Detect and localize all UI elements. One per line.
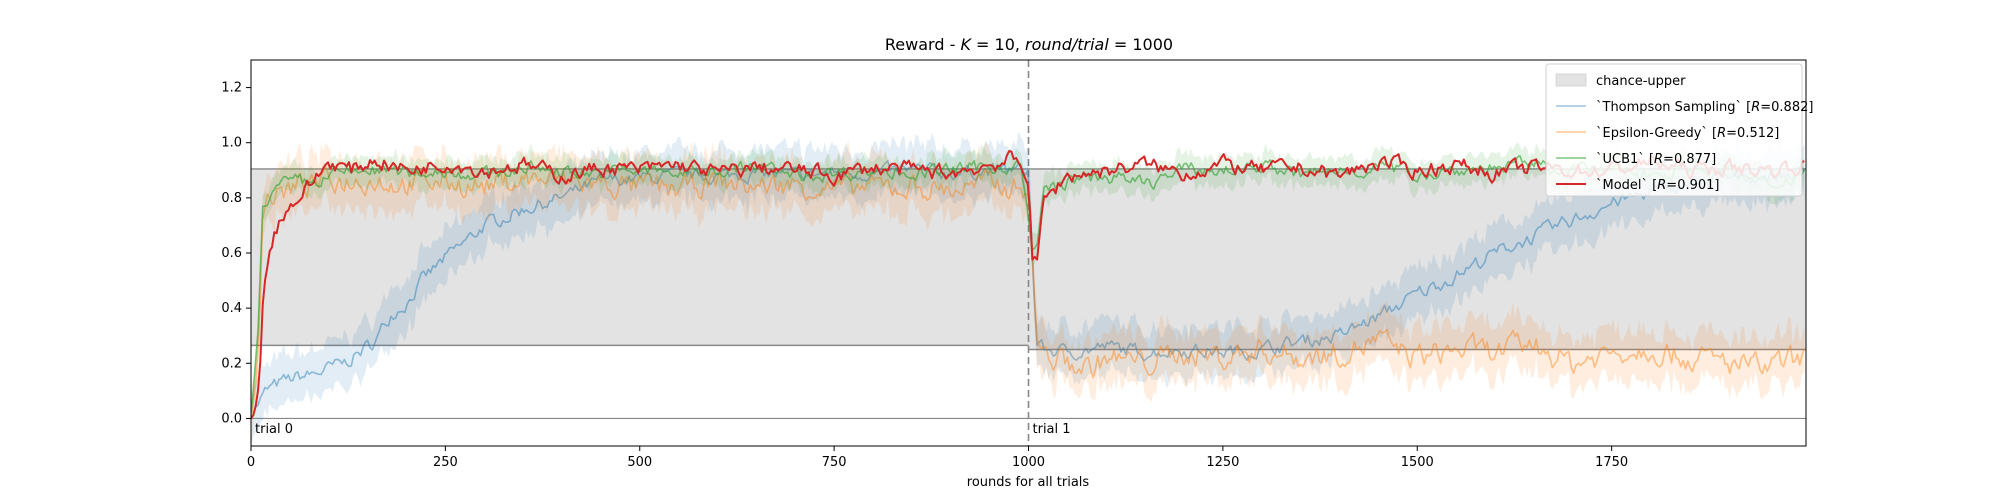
chance-band-segment [251, 168, 1029, 346]
x-tick-label: 1750 [1595, 455, 1628, 470]
legend-label-chance-upper: chance-upper [1596, 74, 1686, 89]
legend-swatch-chance-upper [1555, 73, 1587, 87]
x-axis: 0 250 500 750 1000 1250 1500 1750 [247, 446, 1628, 470]
y-tick-label: 0.2 [221, 356, 242, 371]
trial-label: trial 0 [255, 422, 293, 437]
chart-title: Reward - K = 10, round/trial = 1000 [885, 35, 1173, 54]
trial-label: trial 1 [1033, 422, 1071, 437]
x-axis-label: rounds for all trials [967, 475, 1090, 490]
x-tick-label: 750 [822, 455, 847, 470]
chance-band-segment [1028, 168, 1806, 350]
x-tick-label: 0 [247, 455, 255, 470]
trial-annotations: trial 0 trial 1 [255, 422, 1071, 437]
legend-label-series: `Epsilon-Greedy` [R=0.512] [1596, 126, 1779, 141]
y-tick-label: 1.2 [221, 81, 242, 96]
y-tick-label: 0.8 [221, 191, 242, 206]
legend-frame [1545, 63, 1803, 197]
x-tick-label: 500 [627, 455, 652, 470]
legend-label-series: `UCB1` [R=0.877] [1596, 152, 1716, 167]
x-tick-label: 1000 [1012, 455, 1045, 470]
legend-label-series: `Model` [R=0.901] [1596, 178, 1719, 193]
series-band-1 [251, 139, 1805, 446]
legend: chance-upper `Thompson Sampling` [R=0.882… [1545, 63, 1813, 197]
chance-band-layer [251, 168, 1806, 350]
x-tick-label: 1500 [1401, 455, 1434, 470]
x-tick-label: 250 [433, 455, 458, 470]
y-axis: 0.0 0.2 0.4 0.6 0.8 1.0 1.2 [221, 81, 251, 426]
y-tick-label: 1.0 [221, 136, 242, 151]
y-tick-label: 0.4 [221, 301, 242, 316]
x-tick-label: 1250 [1206, 455, 1239, 470]
series-line-0 [251, 160, 1806, 420]
legend-label-series: `Thompson Sampling` [R=0.882] [1596, 100, 1813, 115]
y-tick-label: 0.0 [221, 411, 242, 426]
y-tick-label: 0.6 [221, 246, 242, 261]
